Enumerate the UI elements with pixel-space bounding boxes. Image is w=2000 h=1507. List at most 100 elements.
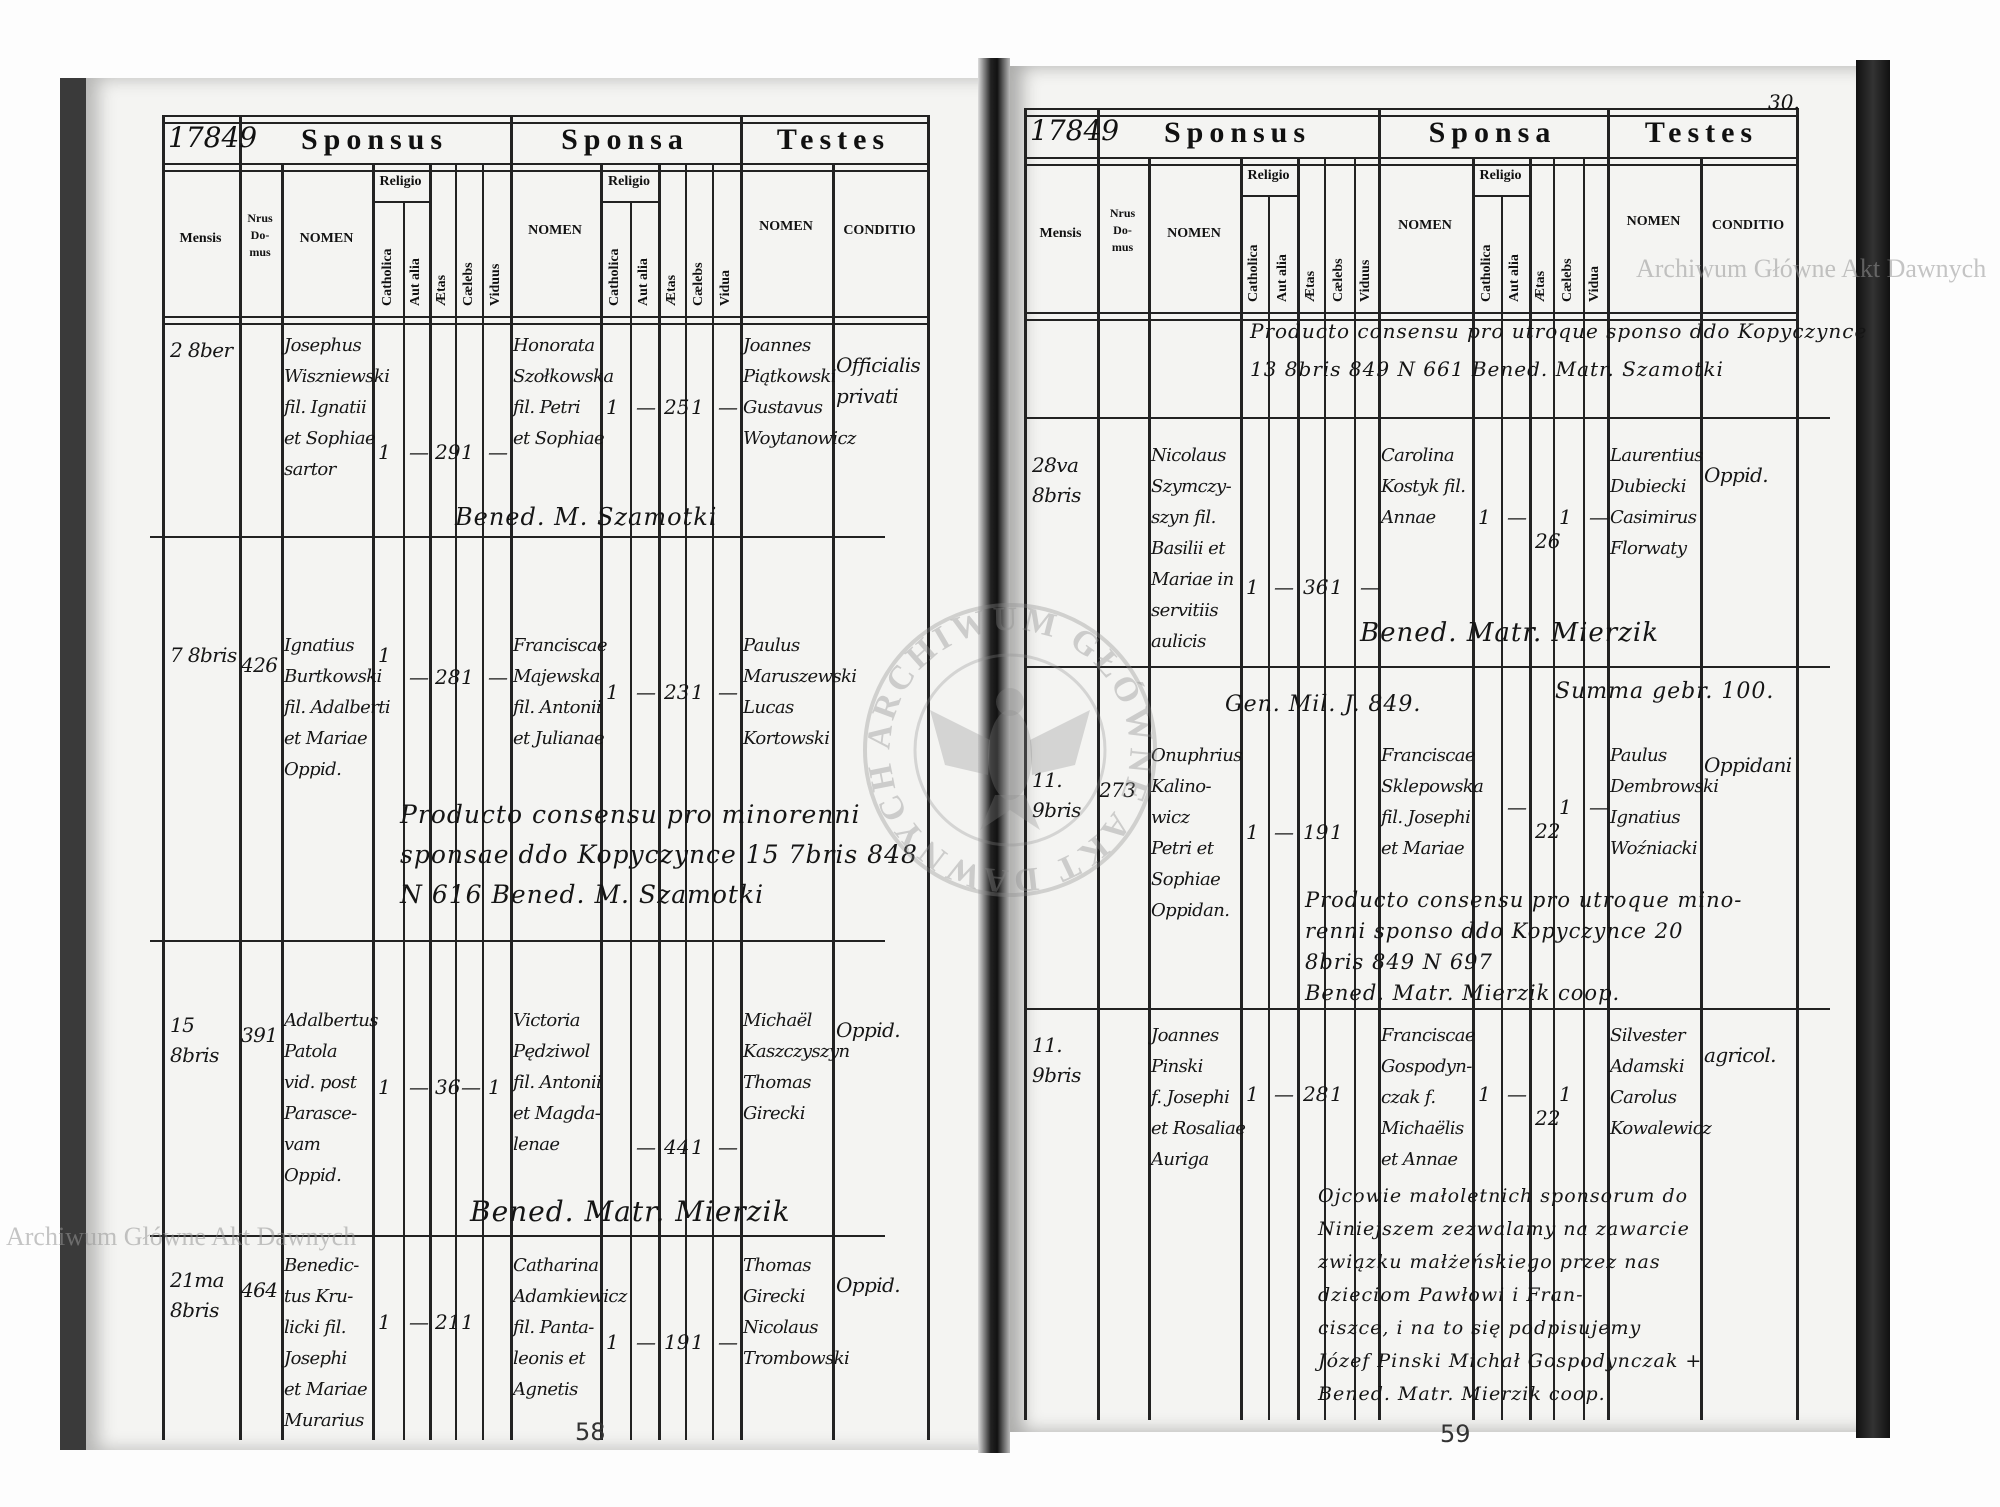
right-entry-mensis: 11. 9bris <box>1032 768 1081 822</box>
right-annotation: Producto consensu pro utroque sponso ddo… <box>1250 319 1868 381</box>
folio-number: 30. <box>1768 90 1800 114</box>
right-entry-testes-names: Paulus Dembrowski Ignatius Woźniacki <box>1610 745 1719 859</box>
left-annotation: Bened. M. Szamotki <box>455 503 718 531</box>
left-sponsa-mark: 25 <box>664 395 690 419</box>
right-sponsa-mark: 1 <box>1559 1082 1572 1106</box>
right-sponsa-mark: — <box>1507 1082 1527 1106</box>
right-entry-testes-names: Silvester Adamski Carolus Kowalewicz <box>1610 1025 1712 1139</box>
left-sponsus-mark: 1 <box>461 1310 474 1334</box>
right-column-rule <box>1501 197 1503 1420</box>
left-sponsus-mark: 1 <box>488 1075 501 1099</box>
right-column-rule <box>1354 157 1356 1420</box>
left-label-aut-alia: Aut alia <box>408 258 423 306</box>
left-sponsa-mark: 1 <box>691 1135 704 1159</box>
right-label-nrus-domus: Nrus Do- mus <box>1109 205 1136 254</box>
left-label-viduus: Viduus <box>488 263 503 306</box>
left-sponsus-mark: 1 <box>378 643 391 667</box>
left-header-rule <box>162 316 927 325</box>
left-header-rule <box>162 163 927 172</box>
left-sponsus-mark: 1 <box>461 440 474 464</box>
right-entry-sponsa-name: Carolina Kostyk fil. Annae <box>1381 445 1466 528</box>
left-annotation: Bened. Matr. Mierzik <box>470 1195 791 1228</box>
left-religio-rule <box>600 201 658 203</box>
left-sponsa-mark: 1 <box>691 1330 704 1354</box>
page-number-right: 59 <box>1440 1420 1471 1448</box>
eagle-icon <box>930 688 1090 830</box>
right-label-viduus: Viduus <box>1358 259 1373 302</box>
left-sponsa-mark: — <box>636 1330 656 1354</box>
left-label-caelebs: Cælebs <box>460 262 476 306</box>
left-label-mensis: Mensis <box>179 230 222 246</box>
right-row-divider <box>1024 417 1830 419</box>
left-label-catholica: Catholica <box>379 248 395 306</box>
left-entry-sponsus-name: Ignatius Burtkowski fil. Adalberti et Ma… <box>284 635 391 780</box>
right-label-caelebs: Cælebs <box>1560 258 1575 302</box>
left-label-vidua: Vidua <box>718 269 733 306</box>
right-entry-mensis: 11. 9bris <box>1032 1033 1081 1087</box>
right-sponsa-mark: — <box>1589 505 1609 529</box>
left-entry-sponsa-name: Catharina Adamkiewicz fil. Panta- leonis… <box>513 1255 627 1400</box>
left-entry-sponsa-name: Victoria Pędziwol fil. Antonii et Magda-… <box>513 1010 602 1155</box>
right-sponsus-mark: 19 <box>1303 820 1329 844</box>
right-entry-testes-names: Laurentius Dubiecki Casimirus Florwaty <box>1610 445 1704 559</box>
left-column-rule <box>600 163 603 1440</box>
right-sponsus-mark: — <box>1360 575 1380 599</box>
right-entry-sponsa-name: Franciscae Gospodyn- czak f. Michaëlis e… <box>1381 1025 1476 1170</box>
right-sponsus-mark: 1 <box>1246 1082 1259 1106</box>
left-sponsus-mark: — <box>488 440 508 464</box>
right-column-rule <box>1700 157 1703 1420</box>
left-entry-nrus-domus: 426 <box>241 653 278 677</box>
right-label-testes-nomen: NOMEN <box>1626 213 1681 229</box>
left-register-page <box>60 78 1006 1450</box>
left-entry-mensis: 15 8bris <box>170 1013 219 1067</box>
right-sponsus-mark: 28 <box>1303 1082 1329 1106</box>
left-label-catholica: Catholica <box>607 248 622 306</box>
left-sponsus-mark: 1 <box>378 1310 391 1334</box>
right-annotation: Bened. Matr. Mierzik <box>1360 618 1659 648</box>
right-column-rule <box>1324 157 1326 1420</box>
left-entry-sponsus-name: Adalbertus Patola vid. post Parasce- vam… <box>284 1010 378 1186</box>
right-entry-mensis: 28va 8bris <box>1032 453 1081 507</box>
left-sponsa-mark: 23 <box>664 680 690 704</box>
left-entry-nrus-domus: 464 <box>241 1278 278 1302</box>
right-column-rule <box>1529 157 1532 1420</box>
left-entry-sponsa-name: Franciscae Majewska fil. Antonii et Juli… <box>513 635 608 749</box>
left-sponsa-mark: — <box>718 1135 738 1159</box>
left-sponsus-mark: 1 <box>461 665 474 689</box>
right-column-rule <box>1378 108 1381 1420</box>
left-sponsus-mark: 28 <box>435 665 461 689</box>
right-title-sponsa: Sponsa <box>1428 116 1557 149</box>
right-year: 17849 <box>1030 114 1120 147</box>
left-column-rule <box>630 203 632 1440</box>
left-entry-testes-names: Joannes Piątkowski Gustavus Woytanowicz <box>743 335 856 449</box>
right-column-rule <box>1607 108 1610 1420</box>
right-entry-sponsus-name: Joannes Pinski f. Josephi et Rosaliae Au… <box>1151 1025 1246 1170</box>
left-header-rule <box>162 115 927 124</box>
left-label-nrus-domus: Nrus Do- mus <box>247 210 273 259</box>
left-entry-nrus-domus: 391 <box>241 1023 278 1047</box>
right-religio-rule <box>1240 195 1297 197</box>
left-title-testes: Testes <box>776 123 891 156</box>
book-gutter <box>978 58 1010 1453</box>
left-sponsus-mark: — <box>461 1075 481 1099</box>
right-row-divider <box>1024 1008 1830 1010</box>
right-sponsa-mark: — <box>1507 505 1527 529</box>
right-sponsa-mark: — <box>1589 795 1609 819</box>
left-sponsa-mark: — <box>636 1135 656 1159</box>
left-sponsa-mark: 1 <box>691 680 704 704</box>
right-row-divider <box>1024 666 1830 668</box>
right-sponsa-mark: 1 <box>1478 1082 1491 1106</box>
left-column-rule <box>162 115 165 1440</box>
right-religio-rule <box>1472 195 1529 197</box>
right-label-aut-alia: Aut alia <box>1507 254 1522 302</box>
right-entry-conditio: agricol. <box>1704 1043 1776 1067</box>
left-column-rule <box>658 163 661 1440</box>
left-title-sponsa: Sponsa <box>561 123 689 156</box>
left-sponsa-mark: — <box>636 680 656 704</box>
left-sponsus-mark: — <box>488 665 508 689</box>
right-label-aut-alia: Aut alia <box>1274 254 1290 302</box>
left-sponsa-mark: — <box>718 1330 738 1354</box>
left-column-rule <box>740 115 743 1440</box>
page-stack-edge <box>1856 60 1890 1438</box>
left-religio-rule <box>372 201 429 203</box>
